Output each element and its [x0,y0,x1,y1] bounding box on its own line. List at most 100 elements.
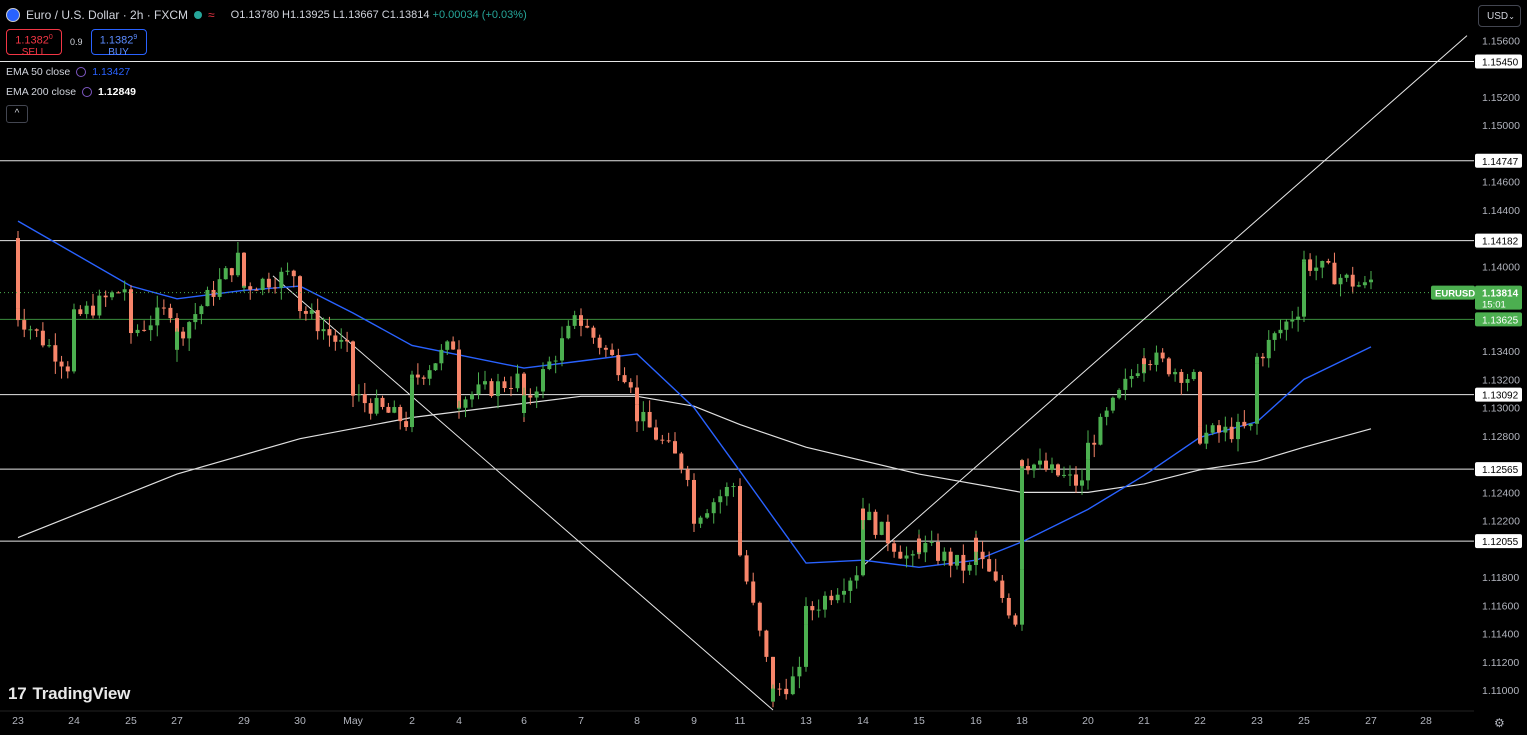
y-tick-label: 1.12400 [1482,487,1520,499]
candle-body [187,322,192,339]
candle-body [168,307,173,319]
candle-body [879,521,884,535]
y-tick-label: 1.13400 [1482,346,1520,358]
level-label: 1.15450 [1482,57,1519,68]
candle-body [242,252,246,288]
candle-body [398,407,403,422]
candle-body [193,314,198,323]
candle-body [266,278,271,288]
candle-body [751,581,756,603]
candle-body [1110,397,1115,411]
candle-body [572,315,577,326]
candle-body [1369,279,1373,283]
candle-body [72,309,76,320]
candle-body [522,395,526,414]
y-tick-label: 1.13200 [1482,374,1520,386]
candle-body [987,559,992,572]
buy-button[interactable]: 1.13829 BUY [90,29,147,58]
x-tick-label: 15 [913,715,925,727]
candle-body [1242,421,1247,427]
y-tick-label: 1.12200 [1482,516,1520,528]
buy-price-sup: 9 [133,34,138,41]
x-tick-label: 21 [1138,715,1150,727]
currency-label: USD [1487,11,1509,22]
market-status-icon [194,11,203,19]
candle-body [72,319,76,372]
candle-body [673,441,677,454]
candle-body [356,394,361,396]
candle-body [597,337,602,348]
candle-body [1255,356,1259,364]
candle-body [660,439,665,441]
price-axis[interactable] [1474,0,1527,735]
ema50-value: 1.13427 [92,66,131,78]
candle-body [1098,416,1103,445]
candle-body [566,325,571,339]
candle-body [1255,363,1259,424]
y-tick-label: 1.12800 [1482,431,1520,443]
candle-body [961,554,966,571]
candle-body [585,325,590,328]
candle-body [28,329,33,331]
candle-body [78,309,83,315]
sell-label: SELL [21,46,47,58]
x-tick-label: 23 [1251,715,1263,727]
candle-body [1332,262,1337,285]
ema50-legend[interactable]: EMA 50 close 1.13427 [6,66,130,78]
candle-body [1104,410,1109,417]
candle-body [40,330,45,346]
candle-body [654,427,658,440]
chart-title[interactable]: Euro / U.S. Dollar · 2h · FXCM [26,8,189,22]
y-tick-label: 1.13000 [1482,403,1520,415]
candle-body [1086,459,1090,481]
candle-body [579,320,583,326]
candle-body [923,543,928,553]
candle-body [368,403,373,414]
candle-body [392,407,397,413]
candle-body [1068,474,1072,476]
candle-body [854,575,859,581]
candle-body [1000,580,1005,598]
sell-button[interactable]: 1.13820 SELL [6,29,62,58]
candle-body [1050,464,1054,470]
candle-body [1326,261,1331,263]
candle-body [1148,364,1153,366]
tradingview-logo-icon: 17 [8,684,27,703]
candle-body [1020,460,1024,570]
level-label: 1.12565 [1482,465,1519,476]
candle-body [457,407,461,409]
candle-body [339,339,344,342]
channel-upper-line[interactable] [862,35,1468,567]
y-tick-label: 1.14000 [1482,261,1520,273]
candle-body [22,320,27,330]
candle-body [1198,426,1202,444]
candle-body [229,268,234,276]
candle-body [771,688,775,702]
candle-body [321,329,326,332]
chevron-up-icon[interactable]: ^ [6,105,28,123]
tradingview-logo: 17 TradingView [8,684,130,704]
candle-body [1123,378,1128,390]
candle-body [647,411,652,428]
candle-body [771,656,775,702]
candle-body [199,306,204,315]
y-tick-label: 1.11000 [1482,685,1519,697]
gear-icon[interactable]: ⚙ [1494,716,1505,730]
candle-body [1056,464,1060,476]
currency-selector[interactable]: USD ⌄ [1478,5,1521,27]
candle-body [421,377,426,379]
candle-body [502,381,507,389]
candle-body [1020,569,1024,625]
x-tick-label: 14 [857,715,869,727]
candle-body [641,411,646,422]
candle-body [161,307,166,309]
candle-body [1302,261,1306,317]
symbol-flag-icon [6,8,20,22]
channel-lower-line[interactable] [272,275,774,711]
candle-body [904,555,909,559]
candle-body [873,511,878,535]
ema200-legend[interactable]: EMA 200 close 1.12849 [6,86,136,98]
candle-body [784,688,789,695]
candle-body [698,517,703,524]
